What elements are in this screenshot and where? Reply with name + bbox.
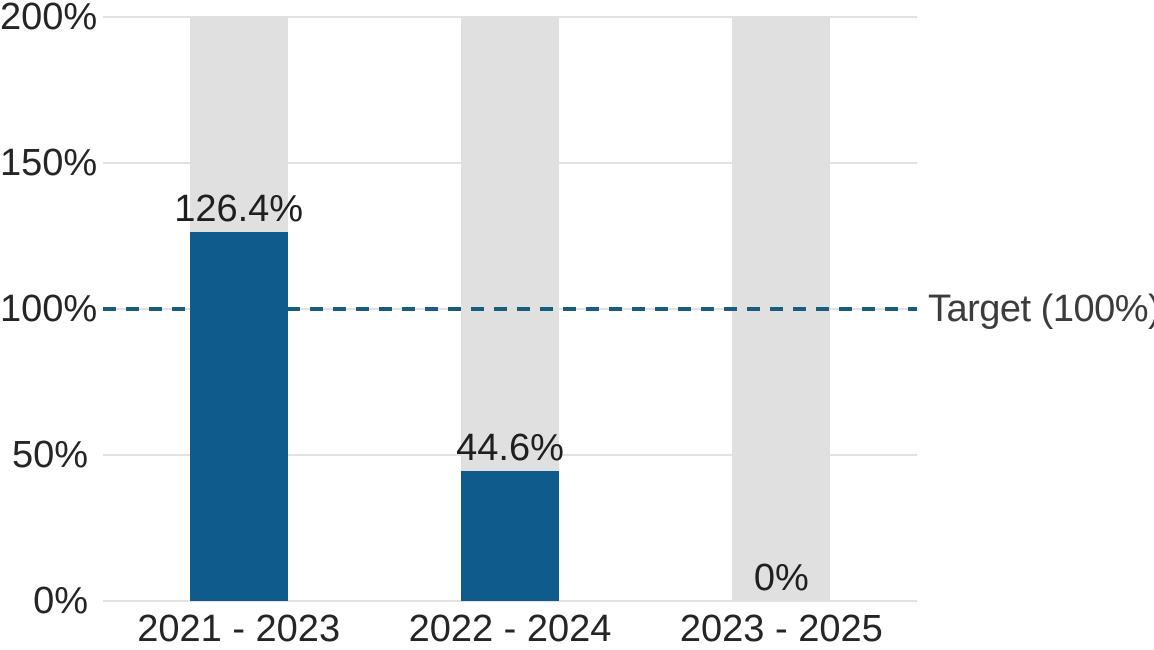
y-axis-tick-label: 0% <box>33 580 88 622</box>
y-axis-tick-label: 150% <box>0 142 98 184</box>
target-line-label: Target (100%) <box>928 288 1154 330</box>
x-axis-category-label: 2021 - 2023 <box>137 608 341 650</box>
x-axis-category-label: 2022 - 2024 <box>408 608 612 650</box>
bar-value-label: 0% <box>753 557 809 599</box>
value-bar <box>189 231 288 601</box>
gridline-0 <box>103 600 917 602</box>
x-axis-category-label: 2023 - 2025 <box>679 608 883 650</box>
bar-value-label: 44.6% <box>456 426 564 469</box>
target-line <box>103 307 917 311</box>
y-axis-tick-label: 100% <box>0 288 98 330</box>
bar-value-label: 126.4% <box>174 187 304 230</box>
y-axis-tick-label: 200% <box>0 0 98 38</box>
value-bar <box>461 470 559 601</box>
y-axis-tick-label: 50% <box>11 434 88 476</box>
